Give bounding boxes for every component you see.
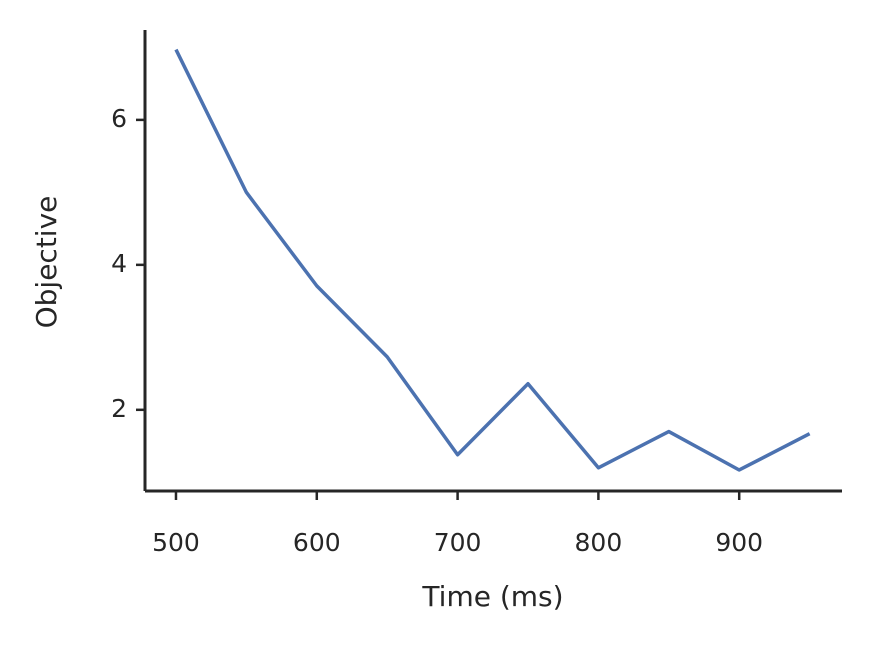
x-tick-label: 800	[575, 528, 623, 557]
x-tick-label: 600	[293, 528, 341, 557]
x-tick-label: 700	[434, 528, 482, 557]
x-tick-label: 500	[152, 528, 200, 557]
x-tick-label: 900	[715, 528, 763, 557]
data-line	[174, 48, 811, 472]
y-tick-label: 4	[111, 249, 127, 278]
x-axis-label: Time (ms)	[421, 580, 563, 613]
y-tick-label: 6	[111, 104, 127, 133]
y-axis-label: Objective	[30, 196, 63, 329]
y-tick-label: 2	[111, 394, 127, 423]
